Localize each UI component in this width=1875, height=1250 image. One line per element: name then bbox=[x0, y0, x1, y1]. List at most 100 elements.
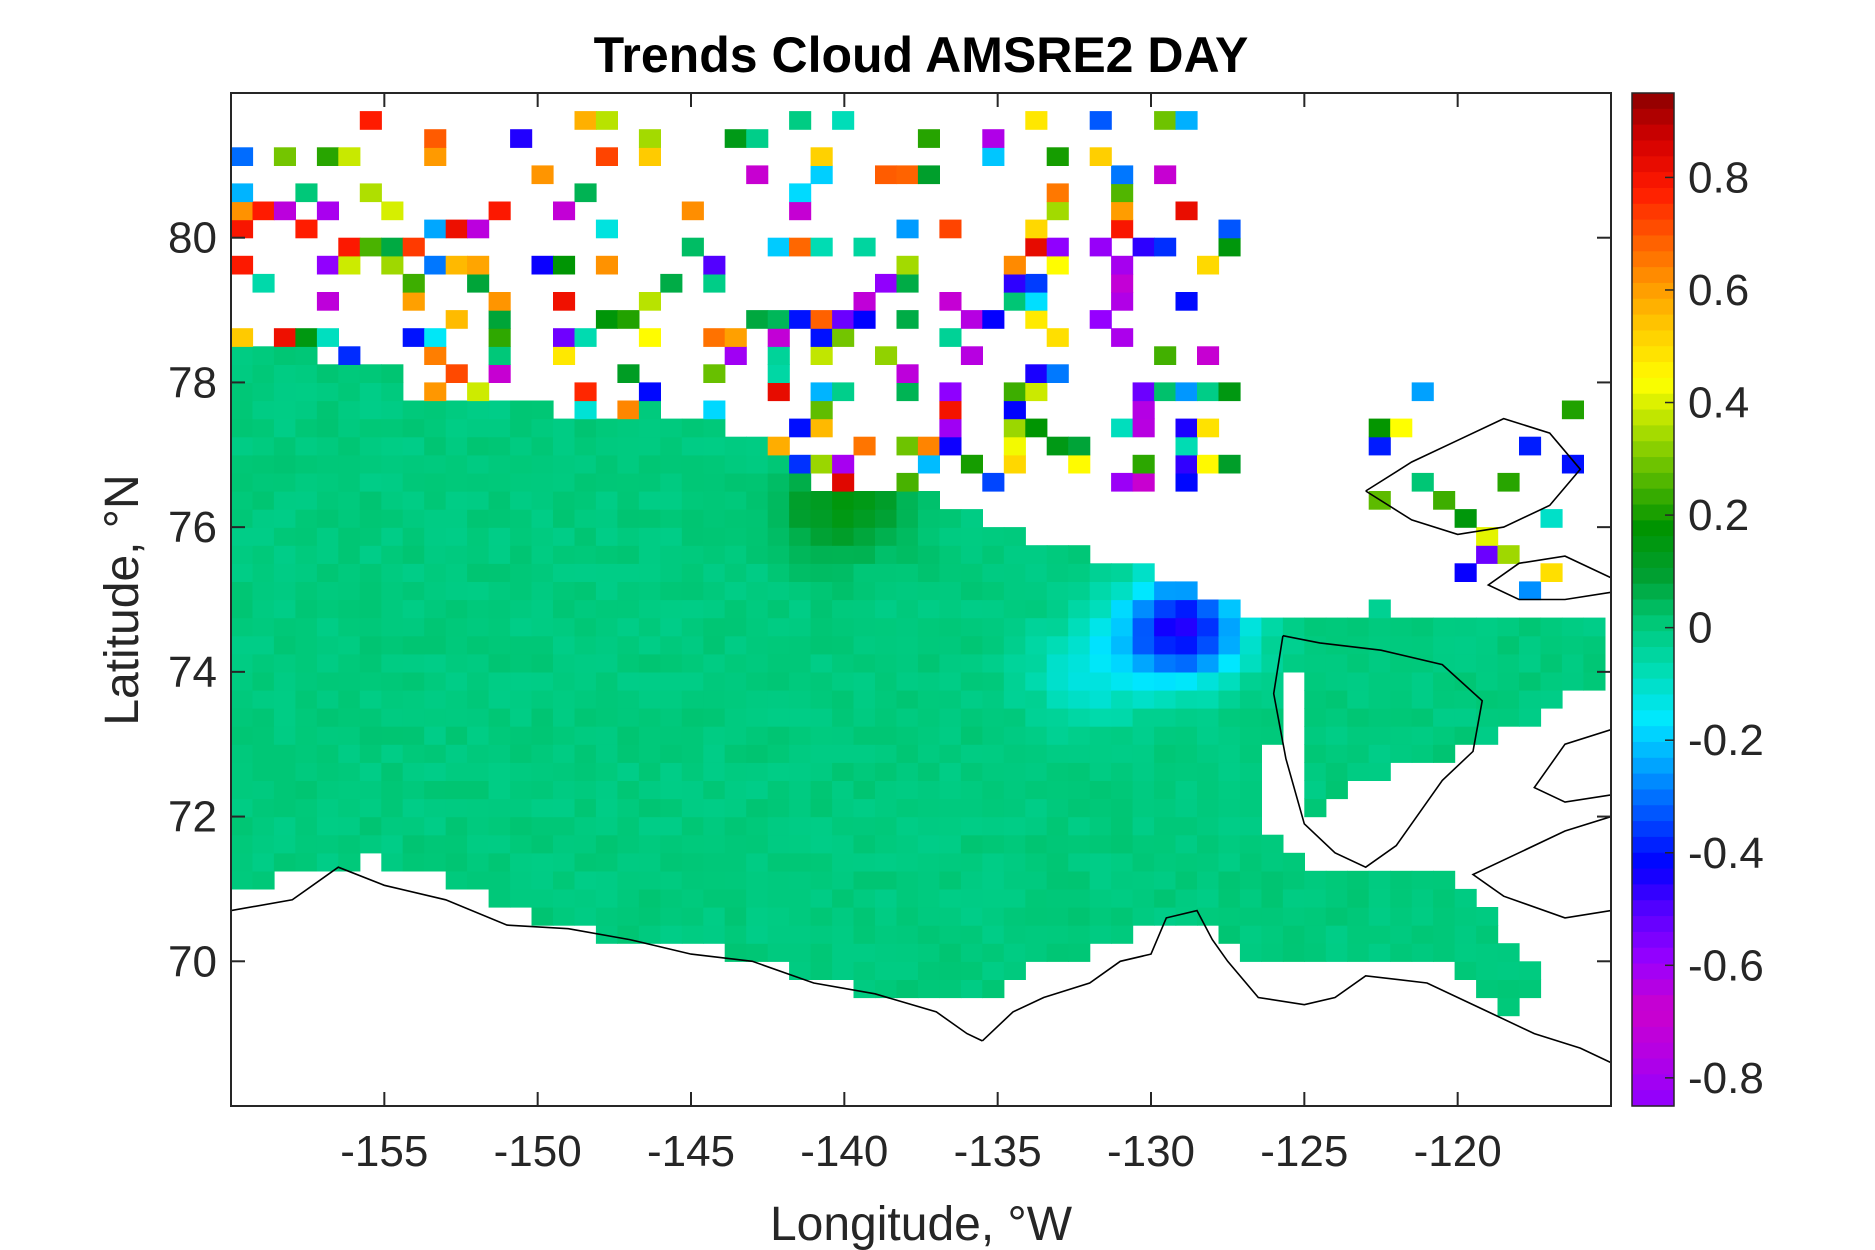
data-cell bbox=[617, 436, 640, 456]
data-cell bbox=[617, 418, 640, 438]
data-cell bbox=[853, 581, 876, 601]
data-cell bbox=[1583, 635, 1606, 655]
data-cell bbox=[1540, 689, 1563, 709]
data-cell bbox=[488, 509, 511, 528]
data-cell bbox=[638, 292, 661, 311]
data-cell bbox=[1089, 689, 1112, 709]
data-cell bbox=[1025, 816, 1048, 836]
data-cell bbox=[553, 671, 576, 691]
data-cell bbox=[875, 708, 898, 727]
data-cell bbox=[1540, 617, 1563, 637]
data-cell bbox=[1476, 943, 1499, 962]
data-cell bbox=[832, 852, 855, 872]
data-cell bbox=[703, 436, 726, 456]
data-cell bbox=[338, 382, 361, 402]
data-cell bbox=[1025, 870, 1048, 890]
data-cell bbox=[1068, 925, 1091, 944]
data-cell bbox=[810, 653, 833, 673]
data-cell bbox=[1368, 925, 1391, 944]
data-cell bbox=[531, 834, 554, 854]
data-cell bbox=[960, 599, 983, 619]
data-cell bbox=[853, 888, 876, 908]
data-cell bbox=[1046, 798, 1069, 818]
data-cell bbox=[617, 834, 640, 854]
data-cell bbox=[488, 310, 511, 329]
data-cell bbox=[1476, 979, 1499, 999]
data-cell bbox=[1411, 888, 1434, 908]
data-cell bbox=[1519, 979, 1542, 999]
data-cell bbox=[252, 816, 275, 836]
colorbar-tick-label: 0.6 bbox=[1688, 266, 1749, 315]
data-cell bbox=[1325, 708, 1348, 727]
data-cell bbox=[832, 708, 855, 727]
data-cell bbox=[875, 907, 898, 926]
data-cell bbox=[1325, 925, 1348, 944]
data-cell bbox=[295, 780, 318, 800]
x-tick-labels: -155 -150 -145 -140 -135 -130 -125 -120 bbox=[340, 1127, 1501, 1176]
data-cell bbox=[638, 635, 661, 655]
data-cell bbox=[531, 400, 554, 420]
data-cell bbox=[273, 527, 296, 546]
data-cell bbox=[724, 907, 747, 926]
data-cell bbox=[746, 762, 769, 781]
data-cell bbox=[231, 617, 254, 637]
data-cell bbox=[660, 816, 683, 836]
data-cell bbox=[381, 671, 404, 691]
data-cell bbox=[510, 491, 533, 510]
data-cell bbox=[960, 653, 983, 673]
data-cell bbox=[853, 310, 876, 329]
data-cell bbox=[402, 671, 425, 691]
data-cell bbox=[1433, 617, 1456, 637]
data-cell bbox=[402, 653, 425, 673]
data-cell bbox=[252, 454, 275, 474]
data-cell bbox=[703, 581, 726, 601]
data-cell bbox=[1197, 617, 1220, 637]
data-cell bbox=[917, 491, 940, 510]
data-cell bbox=[1003, 726, 1026, 745]
data-cell bbox=[681, 870, 704, 890]
data-cell bbox=[1003, 617, 1026, 637]
data-cell bbox=[939, 671, 962, 691]
data-cell bbox=[853, 671, 876, 691]
data-cell bbox=[917, 617, 940, 637]
data-cell bbox=[231, 834, 254, 854]
data-cell bbox=[896, 834, 919, 854]
data-cell bbox=[767, 563, 790, 582]
data-cell bbox=[1025, 273, 1048, 293]
data-cell bbox=[1304, 744, 1327, 763]
data-cell bbox=[1154, 762, 1177, 781]
data-cell bbox=[960, 545, 983, 564]
data-cell bbox=[316, 816, 339, 836]
data-cell bbox=[724, 436, 747, 456]
data-cell bbox=[853, 237, 876, 257]
data-cell bbox=[1068, 780, 1091, 800]
data-cell bbox=[1111, 726, 1134, 745]
data-cell bbox=[939, 635, 962, 655]
data-cell bbox=[767, 599, 790, 619]
data-cell bbox=[574, 762, 597, 781]
data-cell bbox=[1368, 418, 1391, 438]
data-cell bbox=[917, 762, 940, 781]
data-cell bbox=[1197, 744, 1220, 763]
data-cell bbox=[338, 255, 361, 275]
data-cell bbox=[338, 653, 361, 673]
data-cell bbox=[789, 907, 812, 926]
data-cell bbox=[359, 726, 382, 745]
data-cell bbox=[1540, 509, 1563, 528]
data-cell bbox=[810, 509, 833, 528]
data-cell bbox=[1325, 671, 1348, 691]
data-cell bbox=[982, 310, 1005, 329]
data-cell bbox=[853, 762, 876, 781]
data-cell bbox=[724, 635, 747, 655]
data-cell bbox=[875, 527, 898, 546]
data-cell bbox=[1089, 599, 1112, 619]
data-cell bbox=[960, 635, 983, 655]
data-cell bbox=[832, 907, 855, 926]
data-cell bbox=[1111, 689, 1134, 709]
colorbar-swatch bbox=[1632, 916, 1674, 933]
data-cell bbox=[252, 708, 275, 727]
data-cell bbox=[381, 780, 404, 800]
data-cell bbox=[767, 744, 790, 763]
data-cell bbox=[1411, 870, 1434, 890]
data-cell bbox=[531, 255, 554, 275]
